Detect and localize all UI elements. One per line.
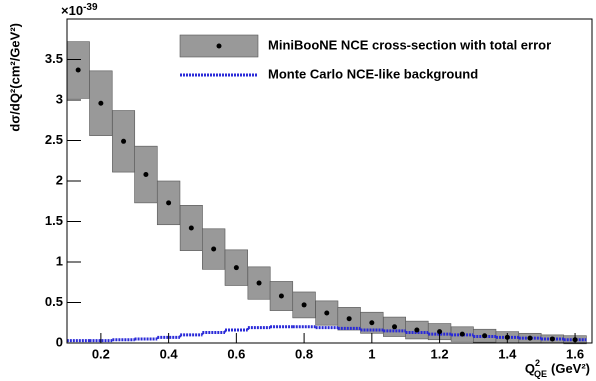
data-point: [256, 280, 262, 286]
data-point: [324, 310, 330, 316]
x-tick-label: 1.6: [566, 346, 584, 361]
x-label-sup: 2: [535, 358, 540, 368]
x-tick-label: 1.2: [431, 346, 449, 361]
data-point: [437, 329, 443, 335]
data-point: [346, 316, 352, 322]
x-label-sub: QE: [534, 369, 547, 379]
data-point: [459, 331, 465, 337]
x-tick-label: 0.8: [295, 346, 313, 361]
data-point: [278, 293, 284, 299]
data-point: [369, 320, 375, 326]
data-point: [143, 172, 149, 178]
y-tick-label: 2.5: [45, 132, 63, 147]
data-point: [482, 333, 488, 339]
y-tick-label: 3: [56, 91, 63, 106]
y-tick-label: 3.5: [45, 51, 63, 66]
y-tick-label: 1.5: [45, 213, 63, 228]
data-point: [98, 100, 104, 106]
x-tick-label: 0.6: [227, 346, 245, 361]
x-label-unit: (GeV²): [551, 361, 590, 376]
data-point: [188, 225, 194, 231]
data-point: [233, 265, 239, 271]
data-point: [211, 246, 217, 252]
data-point: [549, 336, 555, 342]
y-multiplier: ×10-39: [61, 2, 98, 19]
legend-label: Monte Carlo NCE-like background: [268, 66, 478, 81]
y-tick-label: 0.5: [45, 294, 63, 309]
legend-label: MiniBooNE NCE cross-section with total e…: [268, 37, 551, 52]
data-point: [75, 67, 81, 73]
data-point: [527, 335, 533, 341]
data-point: [166, 200, 172, 206]
y-tick-label: 2: [56, 172, 63, 187]
multiplier-exponent: -39: [83, 2, 98, 13]
y-tick-label: 1: [56, 253, 63, 268]
x-tick-label: 1: [368, 346, 375, 361]
legend-dot: [216, 43, 222, 49]
data-point: [392, 324, 398, 330]
y-tick-label: 0: [56, 334, 63, 349]
x-tick-label: 1.4: [498, 346, 517, 361]
data-point: [121, 138, 127, 144]
x-label-main: Q: [525, 361, 535, 376]
x-tick-label: 0.4: [160, 346, 179, 361]
data-point: [414, 327, 420, 333]
y-axis-label: dσ/dQ²(cm²/GeV²): [7, 23, 22, 132]
x-tick-label: 0.2: [92, 346, 110, 361]
multiplier-base: ×10: [61, 3, 83, 18]
x-axis-label: Q2 QE (GeV²): [525, 358, 590, 379]
data-point: [301, 302, 307, 308]
